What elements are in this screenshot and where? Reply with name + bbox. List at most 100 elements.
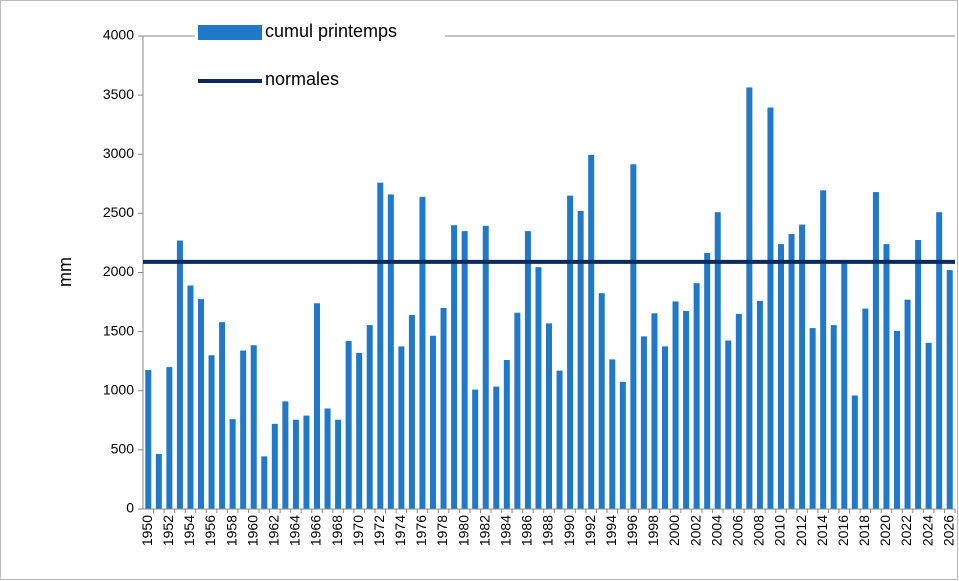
x-tick-label: 1964 xyxy=(287,515,303,546)
x-tick-label: 1970 xyxy=(350,515,366,546)
y-tick-label: 1500 xyxy=(103,322,134,338)
x-tick-label: 1978 xyxy=(434,515,450,546)
bar xyxy=(672,301,679,509)
bar xyxy=(166,367,173,509)
bar xyxy=(398,346,405,509)
bar xyxy=(556,370,563,509)
bar xyxy=(292,419,299,509)
bar xyxy=(609,359,616,509)
bar xyxy=(451,225,458,509)
x-tick-label: 1958 xyxy=(223,515,239,546)
bar xyxy=(714,212,721,509)
bar xyxy=(524,231,531,510)
x-tick-label: 1950 xyxy=(139,515,155,546)
y-tick-label: 4000 xyxy=(103,27,134,43)
x-tick-label: 2020 xyxy=(877,515,893,546)
bar xyxy=(472,389,479,509)
bar xyxy=(756,300,763,509)
bar xyxy=(261,456,268,509)
x-tick-label: 1962 xyxy=(266,515,282,546)
bar xyxy=(662,346,668,509)
bar xyxy=(788,234,795,509)
x-tick-label: 2014 xyxy=(814,515,830,546)
bar xyxy=(925,342,932,509)
bar xyxy=(208,355,215,509)
bar xyxy=(419,196,426,509)
y-tick-label: 2000 xyxy=(103,263,134,279)
legend-swatch xyxy=(198,25,262,40)
x-tick-label: 2000 xyxy=(666,515,682,546)
x-tick-label: 1994 xyxy=(603,515,619,546)
bar xyxy=(461,231,468,510)
bar xyxy=(841,263,848,509)
bar xyxy=(883,244,890,509)
bar xyxy=(282,401,289,509)
x-tick-label: 1998 xyxy=(645,515,661,546)
legend-label: cumul printemps xyxy=(265,21,397,41)
bar xyxy=(936,212,943,509)
bar xyxy=(440,307,447,509)
bar xyxy=(324,408,331,509)
bar xyxy=(335,419,342,509)
y-axis-label: mm xyxy=(55,257,75,287)
bar xyxy=(493,386,500,509)
bar xyxy=(482,225,489,509)
bar xyxy=(387,194,394,509)
x-tick-label: 2006 xyxy=(730,515,746,546)
x-tick-label: 2026 xyxy=(940,515,956,546)
bar xyxy=(303,415,310,509)
bar xyxy=(862,308,869,509)
bar xyxy=(314,303,320,509)
y-tick-label: 1000 xyxy=(103,381,134,397)
bar xyxy=(408,315,415,509)
x-tick-label: 1954 xyxy=(181,515,197,546)
x-tick-label: 1976 xyxy=(413,515,429,546)
bar xyxy=(904,299,911,509)
bar xyxy=(198,299,204,509)
x-tick-label: 2002 xyxy=(687,515,703,546)
bar xyxy=(725,340,732,509)
bar xyxy=(240,350,247,509)
x-tick-label: 1980 xyxy=(455,515,471,546)
bar xyxy=(683,310,690,509)
bar xyxy=(377,182,384,509)
legend-label: normales xyxy=(265,69,339,89)
bar xyxy=(767,107,774,509)
bar xyxy=(514,312,521,509)
bar xyxy=(830,325,837,509)
bar xyxy=(356,352,363,509)
bar xyxy=(619,381,626,509)
bar xyxy=(851,395,858,509)
bar xyxy=(219,322,226,509)
bar xyxy=(630,164,637,509)
bar xyxy=(820,190,827,509)
x-tick-label: 2018 xyxy=(856,515,872,546)
y-tick-label: 500 xyxy=(111,441,135,457)
x-tick-label: 2004 xyxy=(708,515,724,546)
bar xyxy=(735,313,742,509)
bar xyxy=(430,335,436,509)
x-tick-label: 1992 xyxy=(582,515,598,546)
y-tick-label: 2500 xyxy=(103,204,134,220)
bar xyxy=(229,419,236,509)
x-tick-label: 1966 xyxy=(308,515,324,546)
x-tick-label: 1972 xyxy=(371,515,387,546)
x-tick-label: 1956 xyxy=(202,515,218,546)
bar xyxy=(271,423,278,509)
bar xyxy=(577,211,584,509)
x-tick-label: 1968 xyxy=(329,515,345,546)
x-tick-label: 2024 xyxy=(919,515,935,546)
bar xyxy=(946,270,953,509)
x-tick-label: 1986 xyxy=(519,515,535,546)
bar xyxy=(799,224,806,509)
y-tick-label: 0 xyxy=(126,500,134,516)
bar xyxy=(155,454,162,509)
y-tick-label: 3000 xyxy=(103,145,134,161)
bar xyxy=(640,336,647,509)
bar xyxy=(187,285,194,509)
bar xyxy=(588,154,595,509)
bar xyxy=(345,341,352,509)
bar xyxy=(546,323,552,509)
x-tick-label: 2008 xyxy=(751,515,767,546)
x-tick-label: 1960 xyxy=(244,515,260,546)
